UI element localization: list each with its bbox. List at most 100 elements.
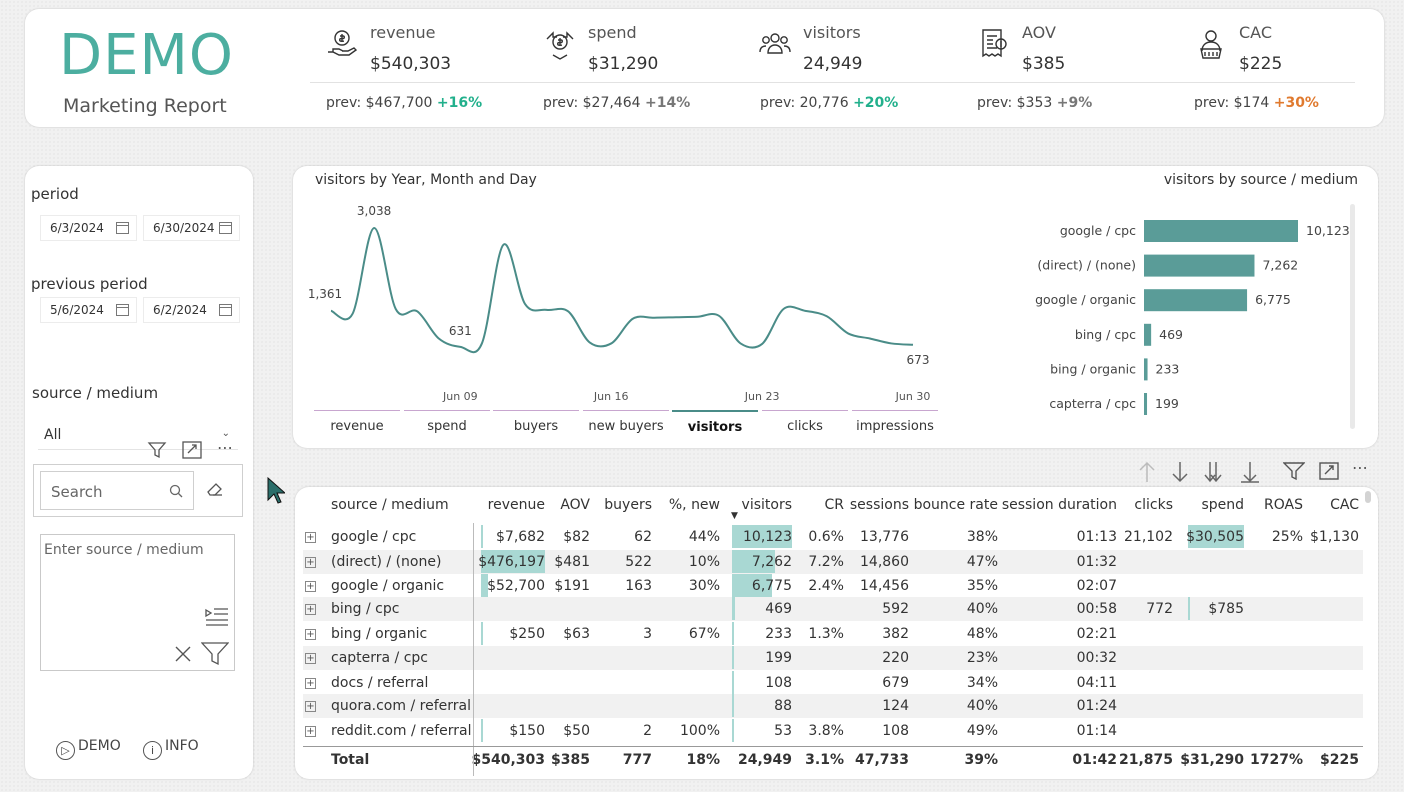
row-label[interactable]: quora.com / referral [331,698,471,714]
row-label[interactable]: bing / organic [331,626,428,642]
kpi-name: visitors [803,23,861,42]
source-bar-chart[interactable]: google / cpc 10,123 (direct) / (none) 7,262… [1013,196,1353,421]
total-cell: 24,949 [737,752,792,768]
column-header[interactable]: source / medium [331,497,449,513]
more-options-icon[interactable]: ⋯ [217,438,233,457]
column-header[interactable]: ROAS [1264,497,1303,513]
column-header[interactable]: CR [824,497,844,513]
revenue-data-bar [481,719,483,742]
column-header[interactable]: visitors [741,497,792,513]
period-end-date[interactable]: 6/30/2024 [143,215,240,241]
more-options-icon[interactable]: ⋯ [1352,458,1368,477]
column-header[interactable]: AOV [560,497,590,513]
row-label[interactable]: docs / referral [331,675,429,691]
visitors-data-bar [732,597,735,620]
arrow-up-icon[interactable] [1137,460,1157,484]
row-label[interactable]: bing / cpc [331,601,400,617]
column-header[interactable]: bounce rate [913,497,998,513]
bar-category-label: google / organic [1035,292,1136,307]
source-bar[interactable] [1144,289,1248,312]
expand-row-icon[interactable]: + [305,557,316,568]
visitors-line-chart[interactable]: 1,361 3,038 631 673 Jun 09 Jun 16 Jun 23 Jun 30 [293,166,993,406]
expand-row-icon[interactable]: + [305,653,316,664]
date-value: 6/2/2024 [153,303,207,317]
line-data-label: 631 [449,324,472,338]
source-bar[interactable] [1144,254,1255,277]
metric-nav-revenue[interactable]: revenue [314,410,400,434]
expand-row-icon[interactable]: + [305,701,316,712]
calendar-icon[interactable] [116,304,129,316]
focus-mode-icon[interactable] [1319,462,1339,480]
calendar-icon[interactable] [116,222,129,234]
expand-row-icon[interactable]: + [305,581,316,592]
chart-scrollbar[interactable] [1350,204,1355,429]
visitors-data-bar [732,622,734,645]
metric-nav-new-buyers[interactable]: new buyers [583,410,669,434]
expand-row-icon[interactable]: + [305,678,316,689]
period-start-date[interactable]: 6/3/2024 [40,215,137,241]
expand-row-icon[interactable]: + [305,629,316,640]
row-label[interactable]: google / organic [331,578,445,594]
column-header[interactable]: sessions [849,497,909,513]
expand-row-icon[interactable]: + [305,532,316,543]
search-container: Search [33,464,243,517]
column-header[interactable]: buyers [604,497,652,513]
table-cell: 40% [966,698,998,714]
column-header[interactable]: CAC [1330,497,1359,513]
column-header[interactable]: session duration [1001,497,1117,513]
prev-end-date[interactable]: 6/2/2024 [143,297,240,323]
expand-all-down-icon[interactable] [1203,460,1227,484]
column-header[interactable]: %, new [668,497,720,513]
source-bar[interactable] [1144,393,1148,415]
focus-mode-icon[interactable] [182,441,202,459]
arrow-down-icon[interactable] [1170,460,1190,484]
expand-row-icon[interactable]: + [305,604,316,615]
expand-row-icon[interactable]: + [305,726,316,737]
eraser-icon[interactable] [206,482,224,496]
source-bar[interactable] [1144,323,1152,346]
search-input[interactable]: Search [40,471,194,510]
table-cell: 88 [774,698,792,714]
sort-desc-icon[interactable]: ▼ [731,511,738,521]
metric-nav-visitors[interactable]: visitors [672,410,758,435]
table-scrollbar[interactable] [1365,491,1371,503]
table-cell: 02:21 [1076,626,1117,642]
list-icon[interactable] [204,607,230,627]
kpi-name: revenue [370,23,436,42]
table-cell: 522 [625,554,652,570]
row-label[interactable]: reddit.com / referral [331,723,472,739]
source-medium-textbox[interactable]: Enter source / medium [40,534,235,671]
column-header[interactable]: spend [1201,497,1244,513]
total-cell: $385 [551,752,590,768]
filter-icon[interactable] [147,440,167,460]
row-label[interactable]: google / cpc [331,529,417,545]
info-link[interactable]: i INFO [143,738,199,760]
prev-start-date[interactable]: 5/6/2024 [40,297,137,323]
filter-icon[interactable] [1283,461,1305,481]
source-bar[interactable] [1144,220,1298,242]
kpi-prev-visitors: prev: 20,776 +20% [760,95,898,111]
calendar-icon[interactable] [219,304,232,316]
prev-value: prev: $467,700 [326,95,433,111]
table-cell: 3.8% [808,723,844,739]
expand-next-level-icon[interactable] [1239,460,1261,484]
row-label[interactable]: capterra / cpc [331,650,429,666]
close-icon[interactable] [174,645,192,663]
metric-nav-clicks[interactable]: clicks [762,410,848,434]
row-label[interactable]: (direct) / (none) [331,554,442,570]
source-medium-dropdown[interactable]: All ⌄ [38,420,238,450]
filter-icon[interactable] [201,642,229,666]
calendar-icon[interactable] [219,222,232,234]
visitors-series-line[interactable] [330,226,914,354]
metric-nav-buyers[interactable]: buyers [493,410,579,434]
column-header[interactable]: clicks [1134,497,1173,513]
column-header[interactable]: revenue [487,497,545,513]
bar-chart-title: visitors by source / medium [1163,172,1358,188]
source-bar[interactable] [1144,358,1148,381]
metric-nav-spend[interactable]: spend [404,410,490,434]
metric-nav-impressions[interactable]: impressions [852,410,938,434]
search-icon[interactable] [169,484,183,498]
demo-link[interactable]: ▷ DEMO [56,738,121,760]
people-icon [759,33,791,54]
kpi-value: $31,290 [588,54,659,74]
